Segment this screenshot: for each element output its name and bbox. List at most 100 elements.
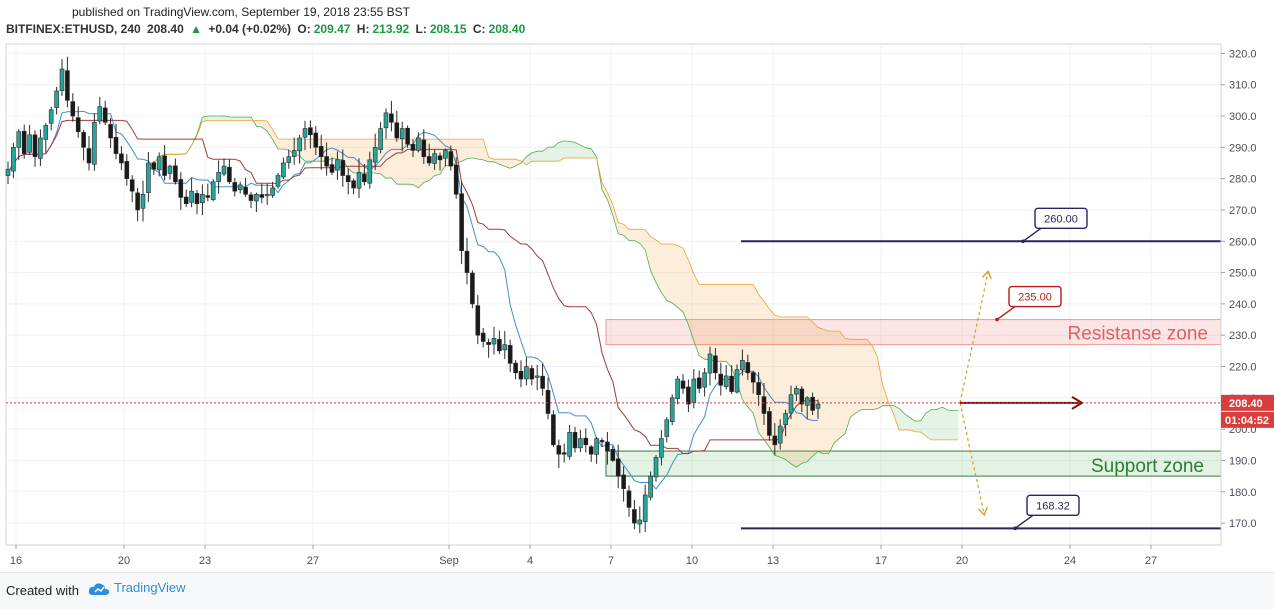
y-tick-label: 190.0 <box>1229 455 1257 467</box>
candle <box>626 485 632 517</box>
y-tick-label: 250.0 <box>1229 268 1257 280</box>
candle <box>378 122 383 154</box>
cloud-segment <box>472 139 478 159</box>
candle <box>594 436 599 464</box>
candle <box>453 157 459 199</box>
candle <box>669 394 675 426</box>
price-axis-labels: 170.0180.0190.0200.0210.0220.0230.0240.0… <box>1221 48 1274 530</box>
x-tick-label: 20 <box>956 555 968 567</box>
cloud-segment <box>569 141 575 159</box>
candle <box>237 181 243 194</box>
cloud-segment <box>866 339 872 410</box>
cloud-segment <box>434 139 440 176</box>
price-chart[interactable]: Resistanse zone Support zone 260.00 168.32… <box>0 0 1274 572</box>
candle <box>399 121 405 152</box>
cloud-segment <box>758 294 764 440</box>
price-axis[interactable] <box>1221 44 1274 545</box>
cloud-segment <box>488 157 494 162</box>
x-tick-label: 7 <box>608 555 614 567</box>
candle <box>567 424 572 460</box>
tradingview-link[interactable]: TradingView <box>88 580 186 596</box>
y-tick-label: 180.0 <box>1229 487 1257 499</box>
candle <box>135 187 140 222</box>
cloud-segment <box>348 139 354 174</box>
senkou-b-line <box>148 120 959 441</box>
candle <box>405 125 410 148</box>
candle <box>210 179 216 202</box>
candle <box>194 189 200 215</box>
candle <box>65 56 70 108</box>
time-axis-labels: 16 20 23 27 Sep 4 7 10 13 17 20 24 27 <box>10 545 1157 567</box>
resistance-zone-label: Resistanse zone <box>1068 324 1208 345</box>
cloud-segment <box>688 260 694 341</box>
candle <box>556 439 562 469</box>
y-tick-label: 260.0 <box>1229 236 1257 248</box>
candle <box>38 129 43 166</box>
cloud-segment <box>629 229 635 241</box>
cloud-segment <box>612 204 619 234</box>
candle <box>389 100 394 132</box>
x-tick-label: 27 <box>307 555 319 567</box>
cloud-segment <box>812 321 818 457</box>
candle <box>302 120 308 151</box>
candle <box>529 365 535 386</box>
cloud-segment <box>899 408 905 430</box>
candle <box>718 362 724 396</box>
published-info: published on TradingView.com, September … <box>72 5 410 19</box>
candle <box>783 409 788 437</box>
candle <box>464 237 470 285</box>
cloud-segment <box>834 331 840 443</box>
cloud-segment <box>207 116 214 121</box>
candle <box>308 120 313 149</box>
candle <box>507 339 513 372</box>
cloud-segment <box>564 140 570 159</box>
candle <box>691 369 697 409</box>
level-260-callout: 260.00 <box>1021 207 1088 244</box>
projection-down-arrow <box>959 402 984 514</box>
svg-text:235.00: 235.00 <box>1018 292 1052 304</box>
candle <box>475 294 481 345</box>
candle <box>518 360 524 388</box>
cloud-segment <box>510 159 516 169</box>
high-label: H: <box>356 22 370 36</box>
candle <box>59 59 65 96</box>
cloud-segment <box>618 222 624 236</box>
candle <box>351 178 356 195</box>
candle <box>329 157 335 175</box>
time-axis[interactable] <box>6 545 1221 572</box>
candle <box>750 370 756 394</box>
candle <box>92 113 97 171</box>
candle <box>43 123 49 153</box>
candle <box>723 365 729 390</box>
cloud-segment <box>710 284 716 362</box>
svg-text:260.00: 260.00 <box>1044 213 1078 225</box>
level-168-callout: 168.32 <box>1013 494 1080 531</box>
candle <box>313 126 319 156</box>
candle <box>345 168 351 195</box>
candle <box>410 139 416 158</box>
candle <box>653 455 659 482</box>
candle <box>513 359 518 380</box>
cloud-segment <box>650 236 656 283</box>
open-value: 209.47 <box>313 22 351 36</box>
candle <box>356 158 362 199</box>
cloud-segment <box>305 139 311 162</box>
candle <box>491 326 497 355</box>
candle <box>367 151 373 189</box>
cloud-segment <box>893 405 899 430</box>
countdown-label: 01:04:52 <box>1225 415 1269 427</box>
candle <box>286 149 292 169</box>
cloud-segment <box>931 409 937 440</box>
drawing-overlays: 260.00 168.32 235.00 <box>6 207 1221 531</box>
brand-name: TradingView <box>114 580 186 595</box>
candle <box>275 172 281 189</box>
candle <box>497 330 502 355</box>
cloud-segment <box>791 316 797 468</box>
y-tick-label: 310.0 <box>1229 80 1257 92</box>
candle <box>664 417 670 443</box>
symbol-label[interactable]: BITFINEX:ETHUSD, 240 <box>6 22 141 36</box>
close-value: 208.40 <box>488 22 526 36</box>
candle <box>545 377 551 420</box>
candle <box>205 183 211 202</box>
candle <box>86 135 92 171</box>
